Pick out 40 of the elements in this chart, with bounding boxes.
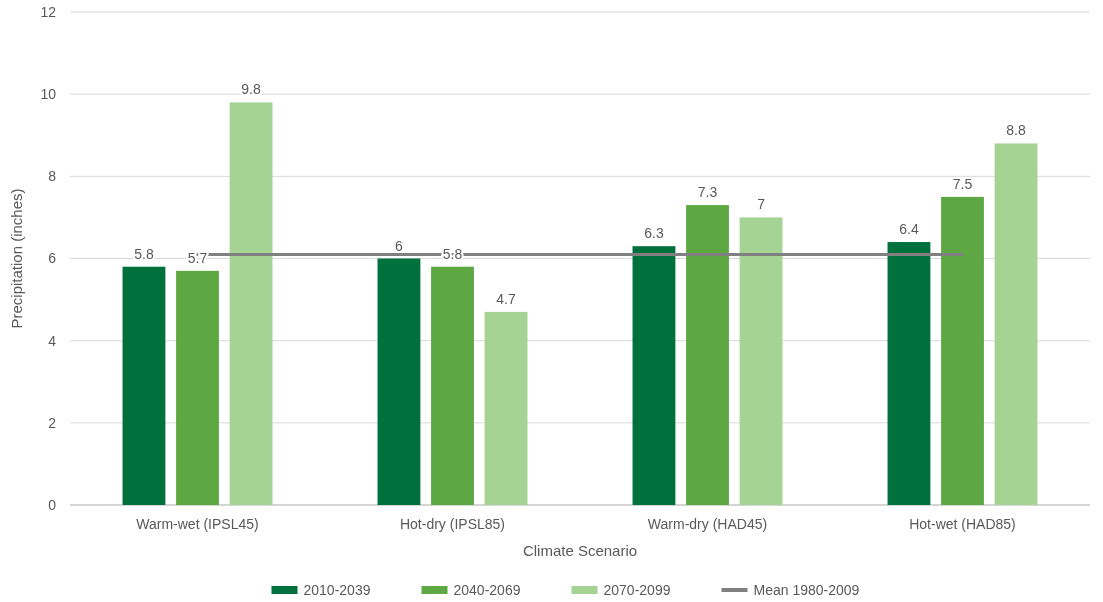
- y-tick-label: 6: [48, 250, 57, 267]
- data-label: 7.3: [697, 184, 718, 201]
- data-label: 6.4: [899, 221, 919, 238]
- legend-label: 2040-2069: [453, 581, 521, 598]
- data-label: 7: [757, 196, 766, 213]
- bar: [887, 242, 931, 505]
- data-label: 9.8: [241, 81, 261, 98]
- x-tick-label: Hot-dry (IPSL85): [399, 516, 506, 532]
- bar: [176, 270, 219, 505]
- data-label: 5.7: [187, 249, 208, 266]
- data-label: 7.5: [952, 175, 973, 192]
- data-label: 6: [395, 237, 404, 254]
- y-tick-label: 12: [40, 3, 57, 20]
- x-axis-title: Climate Scenario: [522, 542, 638, 559]
- bar: [994, 143, 1038, 505]
- y-tick-label: 8: [48, 168, 57, 185]
- bar: [739, 217, 783, 505]
- legend-label: Mean 1980-2009: [753, 581, 860, 598]
- bar: [229, 102, 273, 505]
- x-tick-label: Warm-dry (HAD45): [647, 516, 768, 532]
- y-tick-label: 0: [48, 496, 57, 513]
- y-tick-label: 10: [40, 86, 57, 103]
- y-tick-label: 4: [48, 332, 57, 349]
- bar: [122, 266, 166, 505]
- bar: [377, 258, 421, 505]
- data-label: 8.8: [1006, 122, 1026, 139]
- bar: [431, 266, 474, 505]
- data-label: 4.7: [496, 290, 516, 307]
- bar: [632, 246, 676, 505]
- legend-label: 2070-2099: [603, 581, 671, 598]
- x-tick-label: Warm-wet (IPSL45): [136, 516, 259, 532]
- data-label: 5.8: [134, 245, 154, 262]
- bar: [484, 311, 528, 505]
- y-tick-label: 2: [48, 414, 57, 431]
- data-label: 6.3: [644, 225, 664, 242]
- bar: [941, 196, 984, 505]
- bar: [686, 205, 729, 505]
- y-axis-title: Precipitation (inches): [8, 188, 25, 329]
- x-tick-label: Hot-wet (HAD85): [909, 516, 1016, 532]
- legend-label: 2010-2039: [303, 581, 371, 598]
